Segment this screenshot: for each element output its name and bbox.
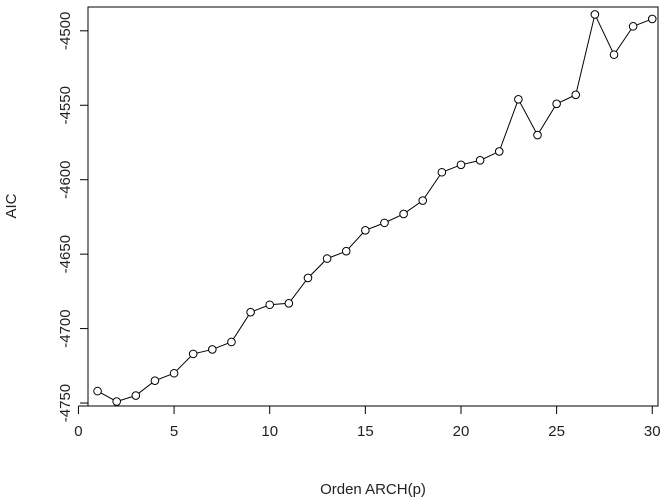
data-point bbox=[246, 307, 255, 317]
data-point bbox=[169, 368, 179, 378]
series-line bbox=[97, 12, 653, 403]
data-point bbox=[188, 349, 198, 359]
data-point bbox=[303, 273, 313, 283]
data-point bbox=[533, 130, 542, 140]
data-point bbox=[341, 246, 351, 256]
data-point bbox=[208, 345, 217, 354]
data-point bbox=[418, 196, 428, 205]
y-tick-label: -4650 bbox=[57, 235, 74, 273]
data-point bbox=[437, 167, 447, 177]
data-point bbox=[647, 14, 657, 24]
x-tick-label: 10 bbox=[261, 423, 278, 440]
data-point bbox=[514, 95, 523, 104]
x-tick-label: 5 bbox=[170, 423, 178, 440]
data-point bbox=[475, 156, 485, 165]
y-axis: -4750 -4700 -4650 -4600 -4550 -4500 bbox=[57, 12, 89, 422]
data-point bbox=[380, 218, 389, 228]
data-point bbox=[227, 337, 236, 347]
data-point bbox=[131, 391, 141, 400]
data-point bbox=[552, 99, 561, 109]
y-tick-label: -4700 bbox=[57, 309, 74, 347]
data-point bbox=[150, 376, 160, 385]
data-point bbox=[628, 22, 638, 31]
y-tick-label: -4550 bbox=[57, 86, 74, 124]
y-tick-label: -4750 bbox=[57, 384, 74, 422]
x-axis-label: Orden ARCH(p) bbox=[320, 481, 426, 498]
data-point bbox=[361, 226, 370, 235]
data-point bbox=[284, 298, 294, 308]
data-point bbox=[265, 300, 275, 310]
data-point bbox=[399, 209, 408, 219]
y-tick-label: -4600 bbox=[57, 161, 74, 199]
x-tick-label: 0 bbox=[74, 423, 82, 440]
x-tick-label: 30 bbox=[644, 423, 661, 440]
data-point bbox=[456, 160, 466, 170]
y-axis-label: AIC bbox=[3, 193, 20, 218]
data-point bbox=[322, 254, 332, 263]
data-point bbox=[609, 50, 619, 59]
x-tick-label: 20 bbox=[453, 423, 470, 440]
data-point bbox=[494, 147, 504, 156]
y-tick-label: -4500 bbox=[57, 12, 74, 50]
series-points bbox=[93, 10, 657, 406]
x-axis: 0 5 10 15 20 25 30 bbox=[74, 405, 661, 440]
data-point bbox=[590, 10, 600, 19]
plot-frame bbox=[87, 6, 659, 407]
data-point bbox=[93, 386, 102, 396]
x-tick-label: 15 bbox=[357, 423, 374, 440]
x-tick-label: 25 bbox=[548, 423, 565, 440]
data-point bbox=[571, 90, 581, 100]
data-point bbox=[112, 397, 121, 406]
